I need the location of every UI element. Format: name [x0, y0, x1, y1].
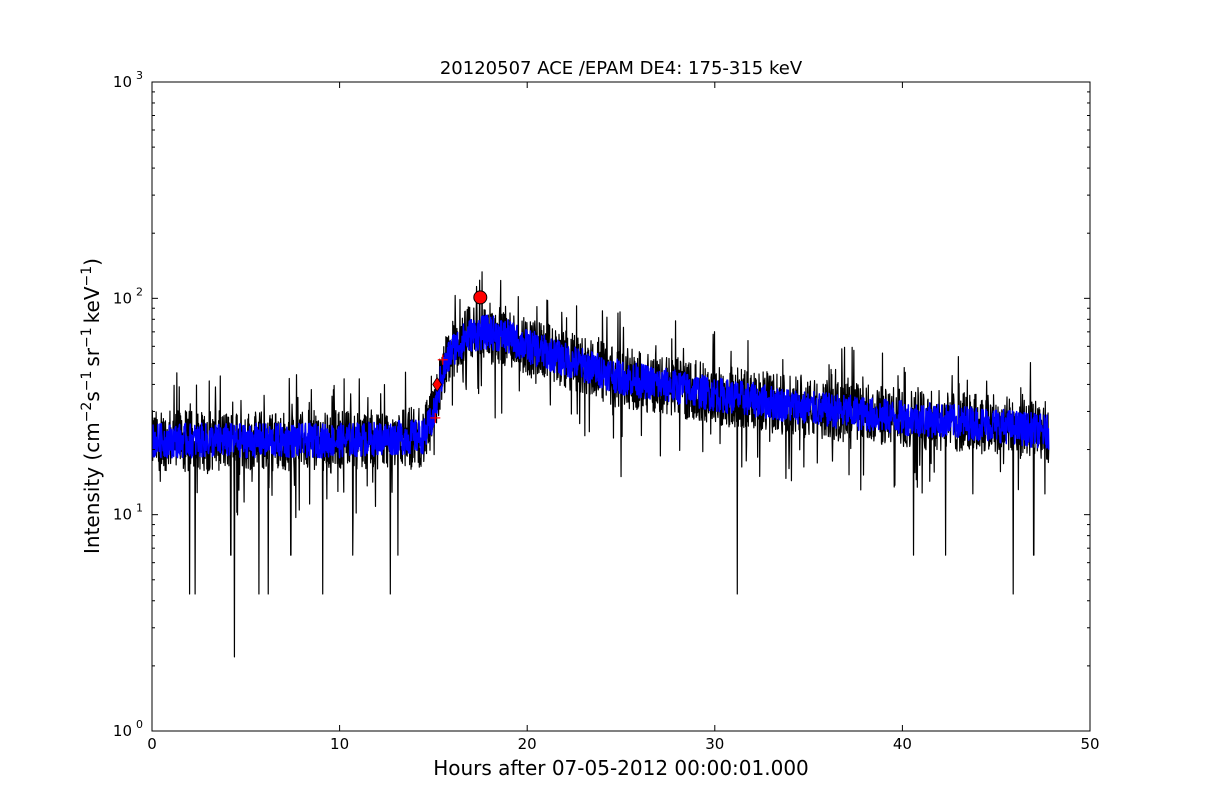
- x-axis: 0 10 20 30 40 50: [147, 82, 1100, 753]
- y-axis-label-exponent: −1: [79, 371, 95, 392]
- series-layer: [152, 271, 1050, 658]
- plus-marker: [437, 354, 448, 365]
- chart-title: 20120507 ACE /EPAM DE4: 175-315 keV: [440, 58, 803, 79]
- x-tick-label: 10: [330, 735, 349, 753]
- y-axis-label-part: Intensity (cm: [80, 422, 104, 554]
- series-line-smoothed: [152, 314, 1050, 459]
- x-tick-label: 30: [705, 735, 724, 753]
- y-tick-label: 10: [113, 289, 132, 307]
- y-axis-label-exponent: −1: [79, 327, 95, 348]
- x-tick-label: 50: [1080, 735, 1099, 753]
- marker-layer: [430, 290, 488, 423]
- y-axis: 10 0 10 1 10 2 10 3: [113, 69, 1090, 740]
- x-tick-label: 20: [518, 735, 537, 753]
- plus-marker: [430, 412, 441, 423]
- x-tick-label: 0: [147, 735, 157, 753]
- x-tick-label: 40: [893, 735, 912, 753]
- y-axis-label: Intensity (cm−2s−1sr−1keV−1): [79, 258, 104, 554]
- y-axis-label-part: ): [80, 258, 104, 266]
- plot-frame: [151, 81, 1091, 732]
- y-tick-label: 10: [113, 506, 132, 524]
- onset-marker: [432, 376, 443, 393]
- y-tick-label: 10: [113, 73, 132, 91]
- y-axis-label-part: sr: [80, 347, 104, 366]
- y-tick-label-exponent: 2: [136, 285, 143, 298]
- y-axis-label-exponent: −1: [79, 266, 95, 287]
- y-axis-label-part: s: [80, 391, 104, 401]
- y-axis-label-exponent: −2: [79, 402, 95, 423]
- x-axis-label: Hours after 07-05-2012 00:00:01.000: [433, 756, 809, 780]
- y-tick-label-exponent: 1: [136, 502, 143, 515]
- y-tick-label: 10: [113, 722, 132, 740]
- peak-marker: [473, 290, 488, 305]
- y-tick-label-exponent: 0: [136, 718, 143, 731]
- y-tick-label-exponent: 3: [136, 69, 143, 82]
- y-axis-label-part: keV: [80, 286, 104, 323]
